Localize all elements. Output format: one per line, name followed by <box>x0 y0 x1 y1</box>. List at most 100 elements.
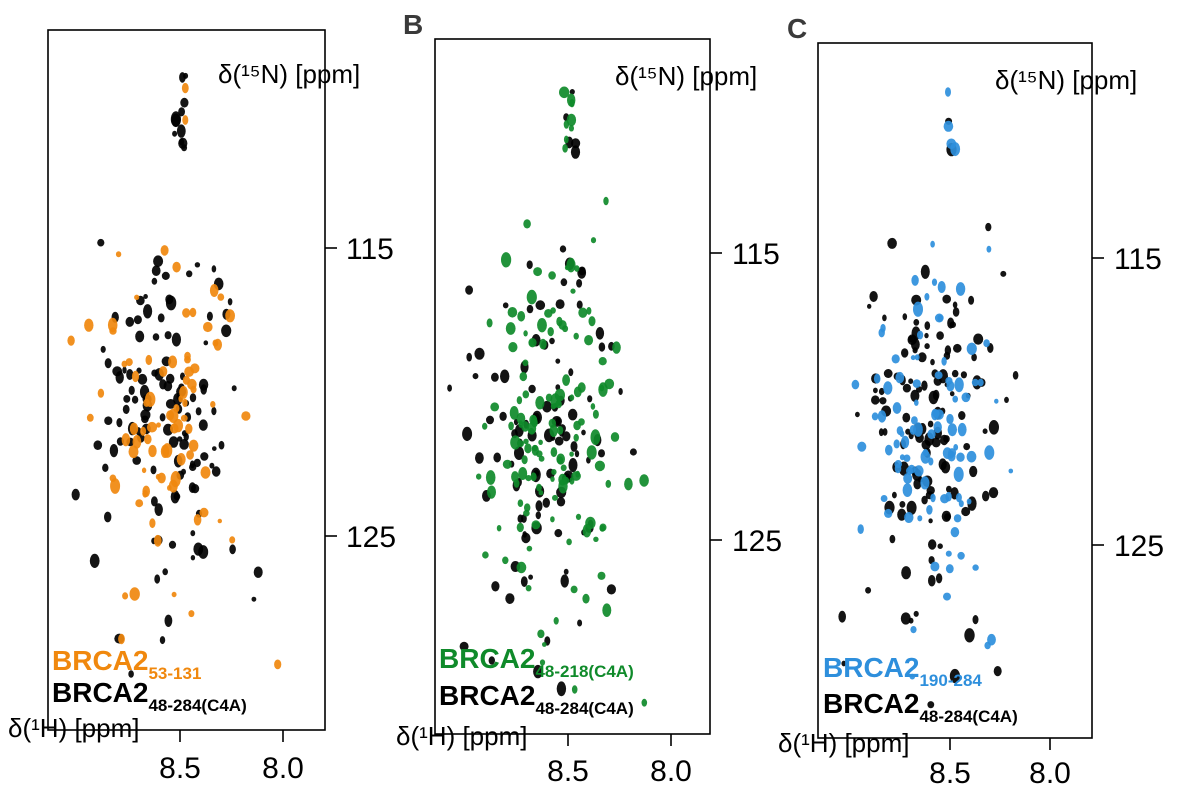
legend-entry: BRCA248-284(C4A) <box>823 688 1018 726</box>
peak-point <box>459 641 469 652</box>
peak-point <box>889 534 896 544</box>
peak-point <box>164 331 172 340</box>
peak-point <box>566 538 572 546</box>
peak-point <box>178 107 186 117</box>
peak-point <box>555 417 561 426</box>
peak-point <box>231 385 237 392</box>
legend-subscript: 48-284(C4A) <box>535 699 633 718</box>
peak-point <box>172 261 181 273</box>
peak-point <box>122 592 129 600</box>
peak-point <box>128 670 134 678</box>
peak-point <box>109 474 117 482</box>
peak-point <box>145 391 156 407</box>
legend-subscript: 48-218(C4A) <box>535 662 633 681</box>
peak-point <box>487 485 496 499</box>
peak-point <box>587 395 593 403</box>
peak-point <box>173 418 184 433</box>
peak-point <box>913 610 919 617</box>
peak-point <box>927 429 936 440</box>
peak-point <box>97 388 105 398</box>
peak-point <box>913 478 922 490</box>
peak-point <box>957 422 967 437</box>
peak-point <box>871 412 879 421</box>
peak-point <box>181 468 186 475</box>
peak-point <box>582 524 592 538</box>
peak-point <box>952 301 958 309</box>
peak-point <box>217 518 222 524</box>
peak-point <box>930 358 935 366</box>
peak-point <box>946 485 952 493</box>
peak-point <box>907 334 917 346</box>
peak-point <box>911 274 919 286</box>
peak-point <box>578 307 588 318</box>
peak-point <box>913 301 923 317</box>
peak-point <box>554 436 564 446</box>
peak-point <box>519 371 528 382</box>
peak-point <box>517 440 524 448</box>
peak-point <box>241 411 251 421</box>
peak-point <box>950 527 960 538</box>
peak-point <box>166 373 175 384</box>
peak-point <box>189 307 197 318</box>
peak-point <box>901 566 911 580</box>
peak-point <box>590 429 601 446</box>
peak-point <box>960 371 968 379</box>
peak-point <box>945 491 952 502</box>
y-axis-label: δ(¹⁵N) [ppm] <box>615 61 757 91</box>
peak-point <box>971 378 979 387</box>
peak-point <box>499 411 507 421</box>
peak-point <box>491 581 500 592</box>
peak-point <box>184 366 195 377</box>
peak-point <box>878 387 885 396</box>
peak-point <box>143 304 153 319</box>
peak-point <box>910 626 917 634</box>
peak-point <box>882 314 887 322</box>
legend-entry: BRCA248-218(C4A) <box>439 643 634 681</box>
peak-point <box>170 471 181 488</box>
peak-point <box>253 566 263 578</box>
peak-point <box>882 428 888 436</box>
peak-point <box>570 145 581 159</box>
peak-point <box>150 465 157 475</box>
peak-point <box>507 307 518 318</box>
peak-point <box>198 545 209 559</box>
peak-point <box>577 382 586 393</box>
peak-point <box>510 435 521 450</box>
peak-point <box>67 335 75 346</box>
peak-point <box>511 471 519 483</box>
peak-point <box>566 257 576 273</box>
peak-point <box>493 452 502 463</box>
peak-point <box>618 388 623 395</box>
peak-point <box>550 447 558 458</box>
plot-frame <box>47 29 326 731</box>
peak-point <box>121 360 128 368</box>
peak-point <box>538 455 545 462</box>
peak-point <box>920 476 930 490</box>
peak-point <box>472 373 479 380</box>
peak-point <box>554 529 563 538</box>
peak-point <box>566 113 577 127</box>
panel-letter: C <box>787 13 807 44</box>
peak-point <box>517 514 524 523</box>
peak-point <box>537 629 545 639</box>
y-tick-label: 125 <box>732 525 782 558</box>
peak-point <box>93 440 103 451</box>
peak-point <box>86 413 94 422</box>
peak-point <box>988 487 999 499</box>
peak-point <box>141 467 147 474</box>
peak-point <box>179 138 185 146</box>
peak-point <box>928 518 933 524</box>
peak-point <box>570 441 578 452</box>
x-tick-label: 8.5 <box>929 757 971 789</box>
peak-point <box>516 412 526 425</box>
peak-point <box>951 369 959 378</box>
peak-point <box>145 354 153 366</box>
peak-point <box>941 510 952 522</box>
peak-point <box>590 403 596 410</box>
peak-point <box>569 477 575 485</box>
peak-point <box>899 501 906 508</box>
peak-point <box>186 450 195 460</box>
peak-point <box>97 238 105 247</box>
peak-point <box>914 465 924 477</box>
